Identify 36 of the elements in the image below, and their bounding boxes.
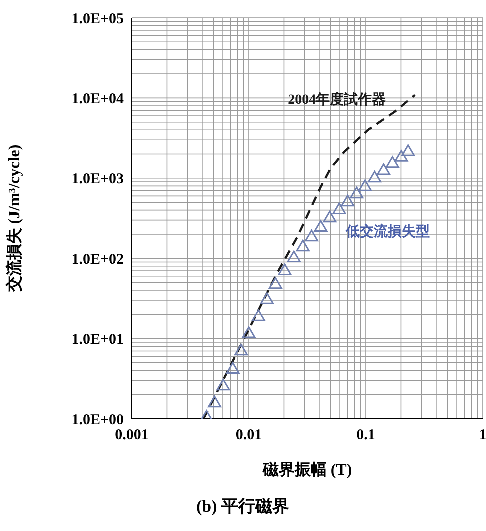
point	[216, 378, 230, 391]
point	[242, 326, 256, 338]
point	[314, 220, 328, 232]
point	[287, 250, 301, 263]
point	[268, 277, 282, 290]
point	[323, 210, 337, 223]
y-tick-label: 1.0E+05	[72, 11, 124, 28]
y-tick-label: 1.0E+03	[72, 172, 124, 188]
point	[252, 310, 266, 322]
y-tick-label: 1.0E+02	[72, 252, 124, 268]
point	[226, 362, 240, 374]
x-tick-label: 1	[479, 428, 486, 444]
point	[260, 292, 274, 304]
point	[278, 264, 292, 276]
point	[332, 202, 346, 214]
x-axis-title: 磁界振幅 (T)	[262, 461, 352, 479]
series-label: 2004年度試作器	[288, 91, 386, 108]
text: (b) 平行磁界	[195, 496, 291, 518]
point	[296, 240, 310, 252]
point	[394, 150, 408, 162]
point	[341, 194, 355, 207]
point	[305, 230, 319, 242]
point	[368, 170, 382, 183]
y-tick-label: 1.0E+04	[72, 92, 124, 108]
x-tick-label: 0.01	[236, 428, 262, 444]
x-tick-label: 0.001	[115, 428, 149, 444]
point	[377, 164, 391, 176]
y-tick-label: 1.0E+01	[72, 332, 124, 348]
point	[208, 396, 222, 408]
y-tick-label: 1.0E+00	[72, 412, 124, 428]
point	[234, 344, 248, 356]
point	[358, 180, 372, 192]
point	[386, 156, 400, 168]
y-axis-title: 交流損失 (J/m³/cycle)	[4, 144, 24, 294]
x-tick-label: 0.1	[356, 428, 376, 444]
point	[350, 186, 364, 199]
